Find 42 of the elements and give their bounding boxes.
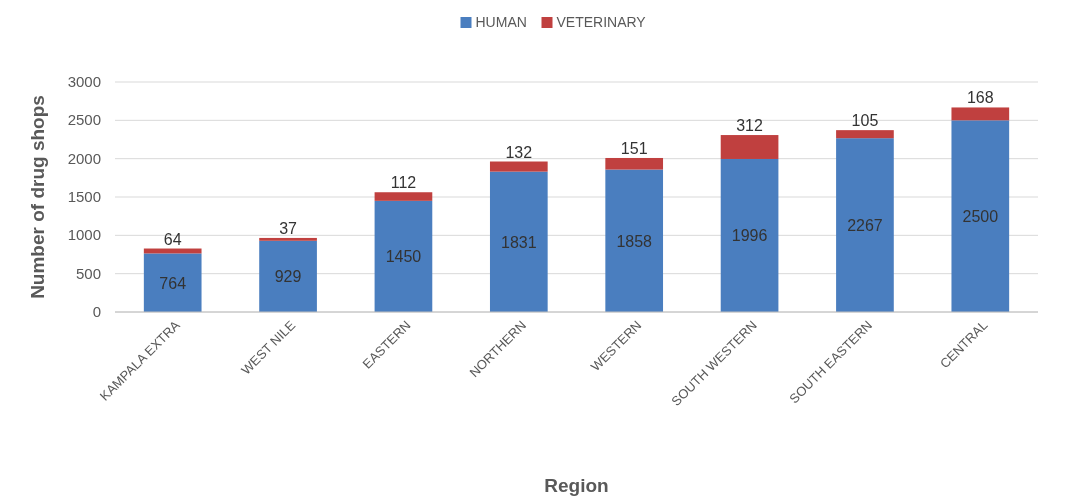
data-label: 312 <box>736 117 764 135</box>
legend-label: VETERINARY <box>556 14 647 30</box>
data-label: 1858 <box>616 232 653 250</box>
bar <box>374 192 433 201</box>
bar <box>836 130 894 139</box>
data-label: 929 <box>274 268 302 286</box>
data-label: 105 <box>851 112 879 130</box>
bar <box>143 253 202 312</box>
y-tick-label: 1000 <box>67 226 101 244</box>
legend-label: HUMAN <box>475 14 527 30</box>
y-tick-label: 0 <box>92 303 101 320</box>
data-label: 64 <box>163 230 182 248</box>
bar <box>259 237 317 241</box>
data-label: 1450 <box>385 248 422 266</box>
data-label: 132 <box>505 143 533 161</box>
data-label: 1996 <box>731 227 768 245</box>
y-tick-label: 1500 <box>67 188 101 205</box>
data-label: 37 <box>279 219 298 237</box>
data-label: 2500 <box>962 208 999 226</box>
bar <box>259 240 317 312</box>
data-label: 151 <box>620 139 648 157</box>
y-tick-label: 2500 <box>67 111 101 129</box>
bar <box>605 169 664 312</box>
y-tick-label: 500 <box>75 264 101 282</box>
x-axis-title: Region <box>544 475 609 496</box>
data-label: 764 <box>159 274 187 292</box>
data-label: 1831 <box>501 233 537 251</box>
bar <box>836 138 894 312</box>
bar <box>489 171 548 312</box>
bar <box>605 157 664 170</box>
bar <box>951 107 1010 121</box>
bar <box>374 200 433 312</box>
bar <box>489 161 548 172</box>
bar <box>720 135 779 159</box>
bar <box>720 158 779 312</box>
y-tick-label: 3000 <box>67 73 101 90</box>
y-axis-title: Number of drug shops <box>27 95 48 299</box>
y-tick-label: 2000 <box>67 149 101 167</box>
bar <box>951 120 1010 312</box>
data-label: 168 <box>966 89 994 107</box>
data-label: 112 <box>390 174 417 192</box>
data-label: 2267 <box>847 217 883 235</box>
